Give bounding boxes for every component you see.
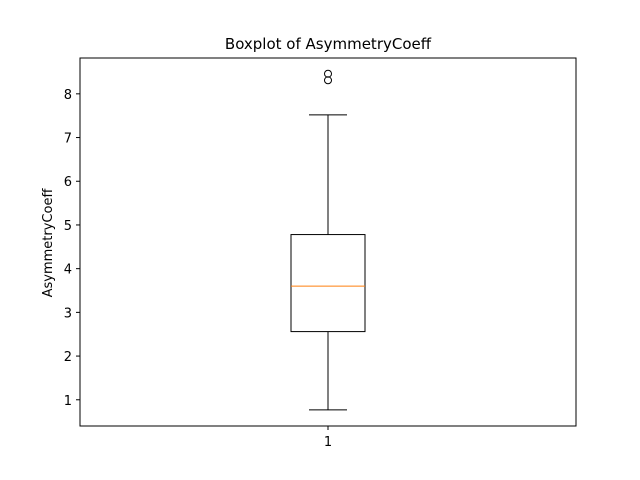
box-iqr <box>290 234 366 333</box>
y-tick-label: 4 <box>64 263 72 278</box>
y-tick-label: 2 <box>64 350 72 365</box>
outlier-point <box>324 69 332 78</box>
chart-title: Boxplot of AsymmetryCoeff <box>225 35 432 53</box>
x-tick-label: 1 <box>324 435 332 450</box>
y-tick-label: 7 <box>64 132 72 147</box>
y-tick-label: 8 <box>64 88 72 103</box>
y-tick-label: 3 <box>64 306 72 321</box>
y-tick-label: 5 <box>64 219 72 234</box>
y-tick-label: 1 <box>64 394 72 409</box>
plot-area: 1 2 3 4 5 6 7 8 1 <box>64 69 366 450</box>
y-tick-label: 6 <box>64 175 72 190</box>
axes-frame <box>79 57 577 427</box>
y-axis-label: AsymmetryCoeff <box>41 188 56 298</box>
